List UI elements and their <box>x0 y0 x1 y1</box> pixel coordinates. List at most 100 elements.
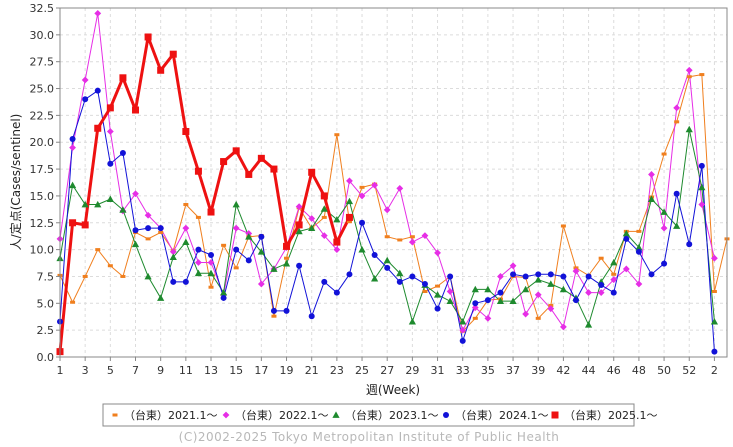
data-point <box>220 288 228 296</box>
data-point <box>321 215 327 219</box>
data-point <box>157 66 165 74</box>
data-point <box>81 221 89 229</box>
data-point <box>333 238 341 246</box>
data-point <box>598 282 605 289</box>
data-point <box>106 104 114 112</box>
data-point <box>623 235 630 242</box>
y-tick-label: 27.5 <box>30 56 55 69</box>
data-point <box>195 259 202 266</box>
y-tick-label: 30.0 <box>30 29 55 42</box>
data-point <box>106 195 114 203</box>
data-point <box>208 285 214 289</box>
data-point <box>459 317 467 325</box>
x-tick-label: 19 <box>280 364 294 377</box>
data-point <box>622 265 630 273</box>
data-point <box>70 300 76 304</box>
y-tick-label: 5.0 <box>37 297 55 310</box>
data-point <box>471 285 479 293</box>
data-point <box>497 273 504 280</box>
data-point <box>345 213 353 221</box>
data-point <box>660 208 668 215</box>
data-point <box>69 144 76 151</box>
legend-label: （台東）2025.1～ <box>564 408 658 422</box>
x-tick-label: 9 <box>157 364 164 377</box>
data-point <box>497 289 504 296</box>
x-axis-title: 週(Week) <box>366 383 420 397</box>
data-point <box>559 323 567 331</box>
x-tick-label: 33 <box>456 364 470 377</box>
data-point <box>409 235 415 239</box>
data-point <box>572 267 580 275</box>
y-tick-label: 2.5 <box>37 324 55 337</box>
data-point <box>434 249 441 257</box>
data-point <box>346 220 352 224</box>
x-tick-label: 35 <box>481 364 495 377</box>
legend-label: （台東）2021.1～ <box>124 408 218 422</box>
data-point <box>673 104 681 112</box>
data-point <box>648 171 655 178</box>
x-tick-label: 29 <box>405 364 419 377</box>
data-point <box>257 154 265 162</box>
data-point <box>119 149 126 156</box>
data-point <box>158 230 164 234</box>
data-point <box>232 200 240 208</box>
data-point <box>183 203 189 207</box>
data-point <box>208 251 215 258</box>
x-tick-label: 31 <box>431 364 445 377</box>
data-point <box>283 307 290 314</box>
data-point <box>132 106 140 114</box>
data-point <box>95 248 101 252</box>
data-point <box>384 235 390 239</box>
data-point <box>547 305 555 313</box>
y-axis-title: 人/定点(Cases/sentinel) <box>8 114 23 251</box>
data-point <box>359 185 365 189</box>
data-point <box>647 195 656 203</box>
data-point <box>346 271 353 278</box>
data-point <box>611 272 617 276</box>
data-point <box>472 316 478 320</box>
x-tick-label: 7 <box>132 364 139 377</box>
data-point <box>321 278 328 285</box>
data-point <box>308 215 316 222</box>
data-point <box>383 206 391 214</box>
x-tick-label: 17 <box>254 364 268 377</box>
data-point <box>547 280 555 287</box>
data-point <box>69 219 77 227</box>
data-point <box>496 297 505 305</box>
data-point <box>295 203 303 211</box>
data-point <box>346 177 353 185</box>
data-point <box>636 229 642 233</box>
x-tick-label: 3 <box>82 364 89 377</box>
data-point <box>484 314 492 322</box>
data-point <box>195 215 201 219</box>
data-point <box>433 291 442 298</box>
data-point <box>597 289 605 296</box>
data-point <box>112 413 118 417</box>
x-tick-label: 2 <box>711 364 718 377</box>
data-point <box>258 233 265 240</box>
series-markers-4 <box>57 87 718 355</box>
data-point <box>421 280 428 287</box>
data-point <box>622 229 630 237</box>
data-point <box>446 297 454 305</box>
x-tick-label: 23 <box>330 364 344 377</box>
data-point <box>232 224 240 232</box>
data-point <box>610 276 618 284</box>
data-point <box>270 307 277 314</box>
legend: （台東）2021.1～ （台東）2022.1～ （台東）2023.1～ （台東）202… <box>102 403 658 427</box>
x-tick-label: 11 <box>179 364 193 377</box>
data-point <box>94 9 102 17</box>
data-point <box>459 337 466 344</box>
data-point <box>711 348 718 355</box>
data-point <box>522 285 530 293</box>
data-point <box>635 280 643 288</box>
data-point <box>169 248 177 256</box>
data-point <box>443 412 449 418</box>
y-tick-label: 15.0 <box>30 190 55 203</box>
data-point <box>157 294 165 301</box>
data-point <box>282 259 291 267</box>
data-point <box>685 125 693 133</box>
data-point <box>698 201 706 208</box>
data-point <box>383 256 391 264</box>
